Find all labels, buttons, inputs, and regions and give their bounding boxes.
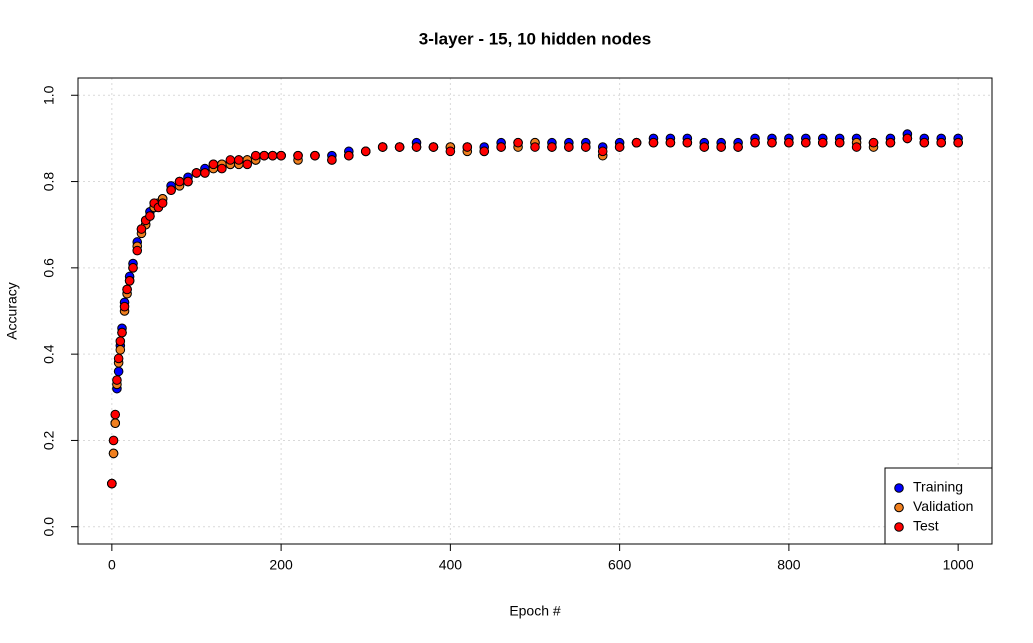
- point: [868, 137, 879, 148]
- point: [113, 366, 124, 377]
- y-tick-label: 0.8: [41, 172, 57, 192]
- x-tick-label: 1000: [943, 557, 974, 573]
- point: [117, 327, 127, 338]
- point: [411, 142, 422, 152]
- y-tick-label: 0.4: [41, 344, 57, 364]
- point: [217, 163, 227, 174]
- legend-label: Test: [913, 518, 939, 534]
- legend-marker: [894, 502, 904, 513]
- x-tick-label: 400: [439, 557, 463, 573]
- point: [428, 142, 439, 152]
- point: [597, 146, 608, 157]
- point: [580, 142, 591, 152]
- point: [919, 137, 930, 148]
- point: [902, 133, 913, 144]
- point: [191, 168, 202, 178]
- point: [250, 150, 261, 161]
- point: [157, 198, 168, 208]
- point: [145, 211, 155, 221]
- y-tick-label: 0.0: [41, 517, 57, 537]
- point: [479, 146, 490, 157]
- chart-title: 3-layer - 15, 10 hidden nodes: [419, 29, 651, 48]
- point: [208, 159, 219, 170]
- point: [682, 137, 693, 148]
- point: [699, 142, 710, 152]
- point: [293, 150, 303, 161]
- point: [445, 146, 456, 157]
- point: [360, 146, 371, 157]
- x-axis-label: Epoch #: [509, 603, 561, 619]
- point: [166, 185, 176, 195]
- point: [462, 142, 473, 152]
- point: [122, 284, 132, 295]
- point: [513, 137, 523, 148]
- point: [377, 142, 388, 152]
- point: [113, 353, 124, 364]
- point: [801, 137, 811, 148]
- point: [784, 137, 794, 148]
- point: [530, 142, 540, 152]
- legend-marker: [894, 522, 904, 532]
- point: [110, 418, 121, 428]
- point: [183, 176, 193, 187]
- y-tick-label: 0.6: [41, 258, 57, 278]
- point: [817, 137, 828, 148]
- point: [200, 168, 210, 178]
- point: [259, 150, 269, 161]
- point: [112, 375, 122, 385]
- point: [716, 142, 726, 152]
- point: [119, 301, 130, 312]
- plot-frame: [77, 77, 993, 545]
- point: [885, 137, 896, 148]
- point: [733, 142, 743, 152]
- point: [225, 155, 236, 165]
- legend-label: Training: [913, 479, 963, 495]
- point: [750, 137, 760, 148]
- y-axis-label: Accuracy: [4, 282, 20, 340]
- point: [242, 159, 253, 170]
- point: [233, 155, 244, 165]
- point: [327, 155, 337, 165]
- point: [648, 137, 659, 148]
- point: [614, 142, 625, 152]
- point: [496, 142, 506, 152]
- point: [108, 448, 119, 459]
- point: [276, 150, 286, 161]
- point: [110, 409, 121, 420]
- point: [174, 176, 185, 187]
- point: [115, 336, 126, 347]
- point: [136, 224, 147, 234]
- point: [107, 478, 117, 489]
- point: [267, 150, 278, 161]
- y-tick-label: 1.0: [41, 85, 57, 105]
- point: [394, 142, 405, 152]
- point: [665, 137, 676, 148]
- point: [953, 137, 963, 148]
- point: [310, 150, 320, 161]
- y-tick-label: 0.2: [41, 431, 57, 451]
- x-tick-label: 600: [608, 557, 632, 573]
- point: [767, 137, 777, 148]
- point: [851, 142, 862, 152]
- legend-label: Validation: [913, 498, 973, 514]
- point: [128, 263, 138, 273]
- point: [936, 137, 947, 148]
- point: [344, 150, 354, 161]
- point: [631, 137, 642, 148]
- point: [564, 142, 574, 152]
- point: [124, 275, 135, 286]
- legend-marker: [894, 483, 904, 493]
- point: [108, 435, 119, 446]
- point: [834, 137, 845, 148]
- x-tick-label: 0: [108, 557, 116, 573]
- point: [132, 245, 143, 256]
- x-tick-label: 800: [777, 557, 801, 573]
- point: [115, 345, 126, 355]
- x-tick-label: 200: [269, 557, 293, 573]
- point: [547, 142, 557, 152]
